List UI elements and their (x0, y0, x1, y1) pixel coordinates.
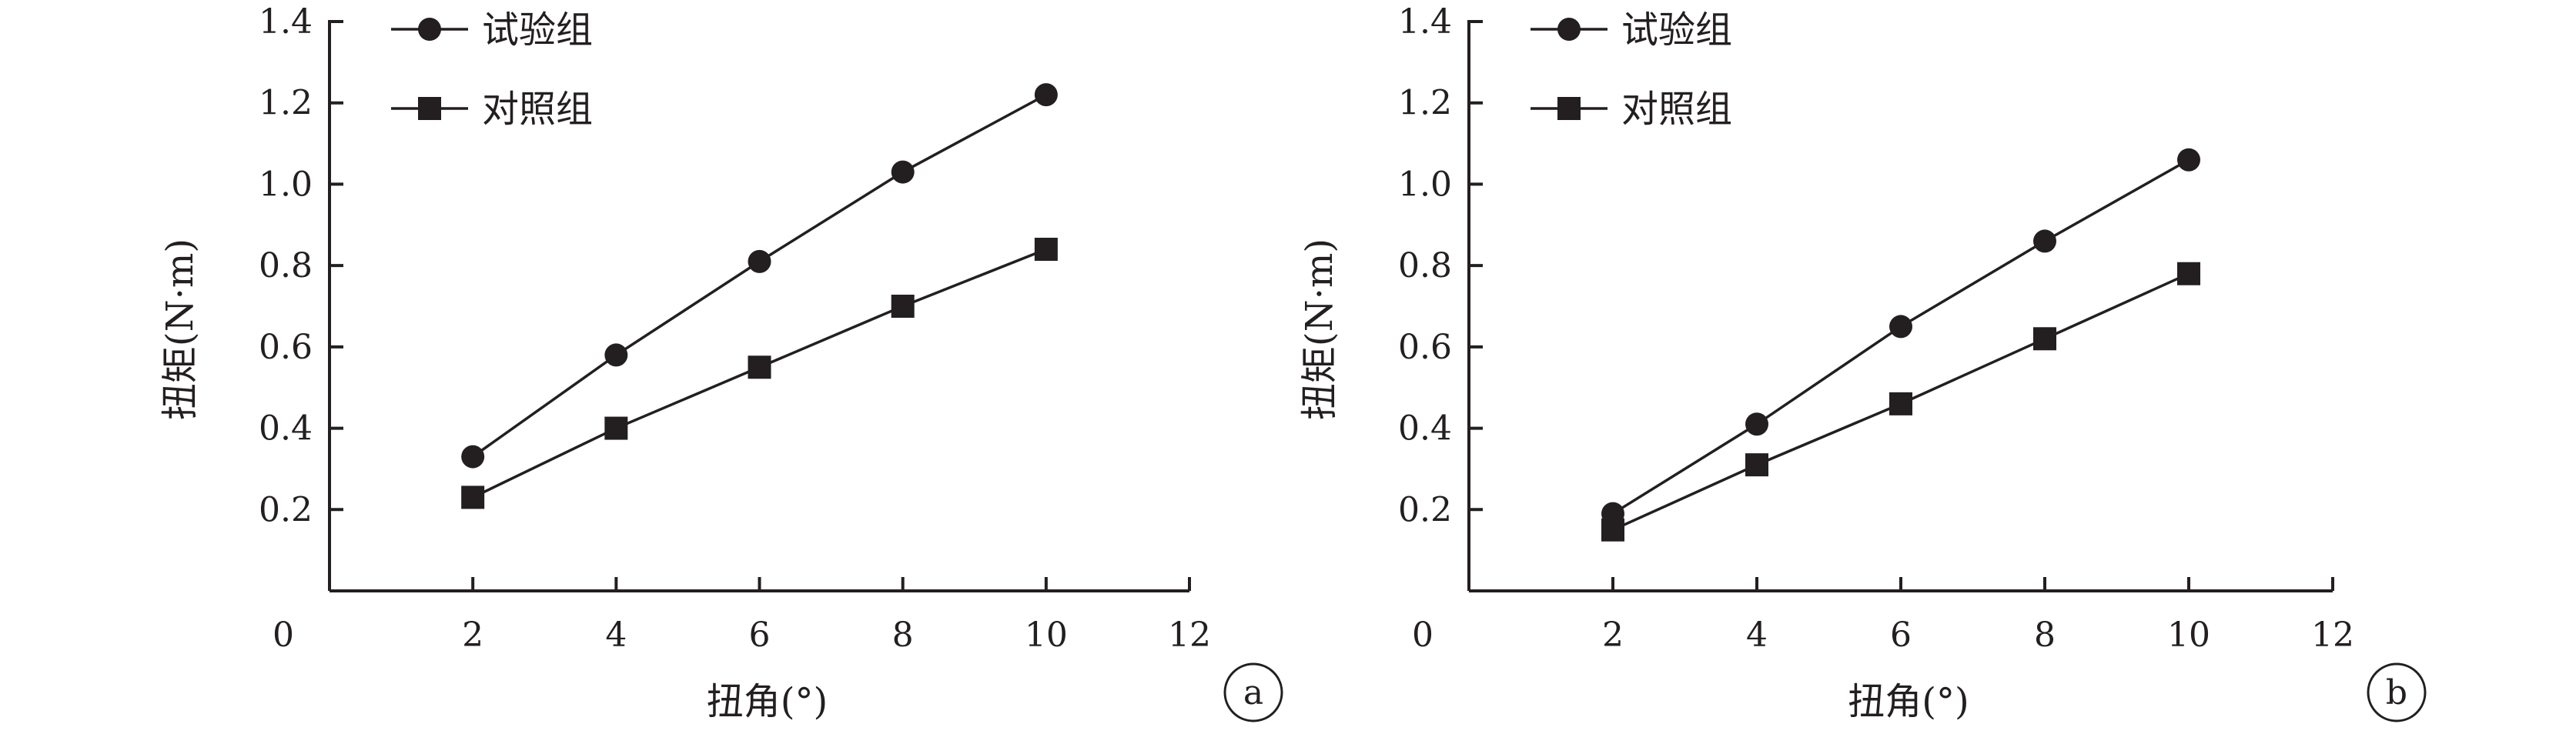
legend-marker-circle (418, 18, 441, 41)
x-tick-label: 0 (273, 616, 294, 655)
panel-label: b (2386, 673, 2407, 712)
data-point-circle (1745, 412, 1768, 436)
data-point-square (1034, 238, 1058, 261)
y-axis-title: 扭矩(N·m) (1298, 239, 1341, 420)
x-tick-label: 6 (1890, 616, 1912, 655)
data-point-square (1745, 453, 1768, 477)
panel-label: a (1243, 673, 1263, 712)
x-tick-label: 12 (2311, 616, 2354, 655)
data-point-square (604, 416, 628, 440)
data-point-square (1601, 518, 1624, 542)
data-point-square (1889, 392, 1912, 415)
y-tick-label: 1.2 (1398, 84, 1452, 123)
x-axis-title: 扭角(°) (707, 680, 828, 723)
data-point-circle (891, 160, 915, 184)
data-point-circle (2177, 148, 2200, 172)
legend-label: 对照组 (482, 88, 593, 131)
data-point-square (891, 295, 915, 318)
y-tick-label: 1.0 (1398, 165, 1452, 204)
y-tick-label: 0.2 (1398, 490, 1452, 529)
legend-label: 试验组 (482, 8, 593, 52)
x-tick-label: 2 (1602, 616, 1624, 655)
data-point-square (461, 485, 485, 509)
data-point-circle (2033, 229, 2056, 253)
legend-label: 试验组 (1621, 8, 1732, 52)
x-tick-label: 2 (462, 616, 483, 655)
data-point-square (2177, 262, 2200, 285)
x-tick-label: 8 (2034, 616, 2056, 655)
legend-marker-square (418, 97, 441, 120)
data-point-circle (1889, 315, 1912, 339)
y-tick-label: 0.6 (1398, 328, 1452, 367)
y-tick-label: 1.4 (259, 2, 313, 42)
y-tick-label: 0.8 (1398, 246, 1452, 285)
x-tick-label: 0 (1412, 616, 1434, 655)
x-tick-label: 4 (1746, 616, 1768, 655)
x-tick-label: 8 (892, 616, 914, 655)
legend-marker-square (1557, 97, 1581, 120)
data-point-square (2033, 327, 2056, 351)
y-tick-label: 0.4 (259, 409, 313, 449)
chart-panel-a: 0.2 0.4 0.6 0.8 1.0 1.2 1.4 0 2 4 6 8 10 12 扭角(°) 扭矩(N·… (159, 2, 1283, 723)
x-tick-label: 10 (2167, 616, 2210, 655)
chart-panel-b: 0.2 0.4 0.6 0.8 1.0 1.2 1.4 0 2 4 6 8 10 12 扭角(°) 扭矩(N·… (1298, 2, 2427, 723)
y-tick-label: 1.4 (1398, 2, 1452, 42)
y-tick-label: 0.4 (1398, 409, 1452, 449)
legend-marker-circle (1557, 18, 1581, 41)
panel-label-circle (2367, 662, 2427, 722)
panel-label-circle (1223, 662, 1283, 722)
x-tick-label: 10 (1025, 616, 1068, 655)
x-tick-label: 4 (605, 616, 627, 655)
data-point-circle (461, 445, 485, 469)
y-tick-label: 0.2 (259, 490, 313, 529)
x-tick-label: 12 (1168, 616, 1211, 655)
x-tick-label: 6 (749, 616, 771, 655)
y-axis-title: 扭矩(N·m) (159, 239, 202, 420)
x-axis-title: 扭角(°) (1848, 680, 1969, 723)
series-line-1 (472, 93, 1047, 458)
y-tick-label: 1.0 (259, 165, 313, 204)
y-tick-label: 0.6 (259, 328, 313, 367)
data-point-circle (1034, 83, 1058, 107)
data-point-circle (604, 343, 628, 367)
data-point-square (748, 355, 771, 379)
data-point-circle (748, 249, 771, 273)
y-tick-label: 0.8 (259, 246, 313, 285)
y-tick-label: 1.2 (259, 84, 313, 123)
legend-label: 对照组 (1621, 88, 1732, 131)
